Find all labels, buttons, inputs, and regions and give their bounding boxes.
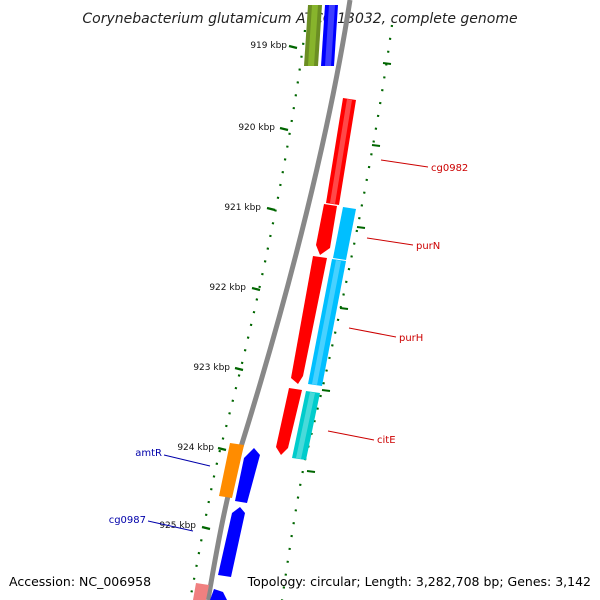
gene-label-cg0982[interactable]: cg0982 [431,163,468,174]
gene-labels: cg0982 purN purH citE amtR cg0987 [109,159,468,532]
cds-purH[interactable] [291,256,327,384]
kbp-tick-mark [234,366,244,372]
kbp-tick-mark [217,446,227,452]
gene-leader-line-amtR [163,454,211,467]
outer-tick-mark [339,307,349,310]
gene-leader-line-cg0982 [380,159,429,168]
cds-cg0987[interactable] [218,507,245,577]
accession-text: Accession: NC_006958 [9,574,152,589]
cds-cg0982-highlight [330,99,352,204]
outer-tick-mark [321,389,331,392]
feature-block-olive-highlight [308,5,318,66]
cds-purN[interactable] [316,204,337,255]
gene-leader-line-purH [348,327,397,338]
feature-block-teal-highlight [296,392,315,459]
kbp-tick-label: 919 kbp [250,41,287,51]
kbp-ticks: 919 kbp 920 kbp 921 kbp 922 kbp 923 kbp 924 k… [159,41,298,531]
feature-blocks [193,5,356,600]
gene-label-purH[interactable]: purH [399,333,423,344]
gene-leader-line-cg0987 [147,520,194,532]
kbp-tick-mark [288,44,298,50]
outer-tick-mark [306,470,316,473]
kbp-tick-mark [201,525,211,531]
topology-text: Topology: circular; Length: 3,282,708 bp… [247,574,591,589]
outer-tick-mark [356,226,366,229]
feature-block-cyan-1[interactable] [333,207,356,260]
kbp-tick-mark [266,206,276,212]
cds-amtR[interactable] [235,448,260,503]
kbp-tick-mark [251,286,261,292]
kbp-tick-label: 920 kbp [238,123,275,133]
kbp-tick-label: 921 kbp [224,203,261,213]
feature-block-blue-bottom[interactable] [210,589,227,600]
kbp-tick-label: 924 kbp [177,443,214,453]
tick-circles [188,24,394,600]
gene-label-citE[interactable]: citE [377,435,396,446]
outer-tick-mark [371,144,381,147]
outer-tick-circle [280,24,394,600]
genome-backbone [205,0,353,600]
gene-label-cg0987[interactable]: cg0987 [109,515,146,526]
cds-citE[interactable] [276,388,302,455]
feature-block-pink[interactable] [193,583,209,600]
feature-block-orange[interactable] [219,443,244,498]
kbp-tick-label: 922 kbp [209,283,246,293]
gene-label-purN[interactable]: purN [416,241,440,252]
kbp-tick-mark [279,126,289,132]
inner-tick-circle [188,29,307,600]
map-title: Corynebacterium glutamicum ATCC 13032, c… [82,11,517,27]
outer-tick-mark [382,62,392,65]
gene-leader-line-purN [366,237,414,246]
kbp-tick-label: 925 kbp [159,521,196,531]
kbp-tick-label: 923 kbp [193,363,230,373]
feature-block-cyan-2-highlight [312,260,341,385]
gene-leader-line-citE [327,430,375,441]
feature-block-blue-top-highlight [325,5,335,66]
gene-label-amtR[interactable]: amtR [135,448,162,459]
